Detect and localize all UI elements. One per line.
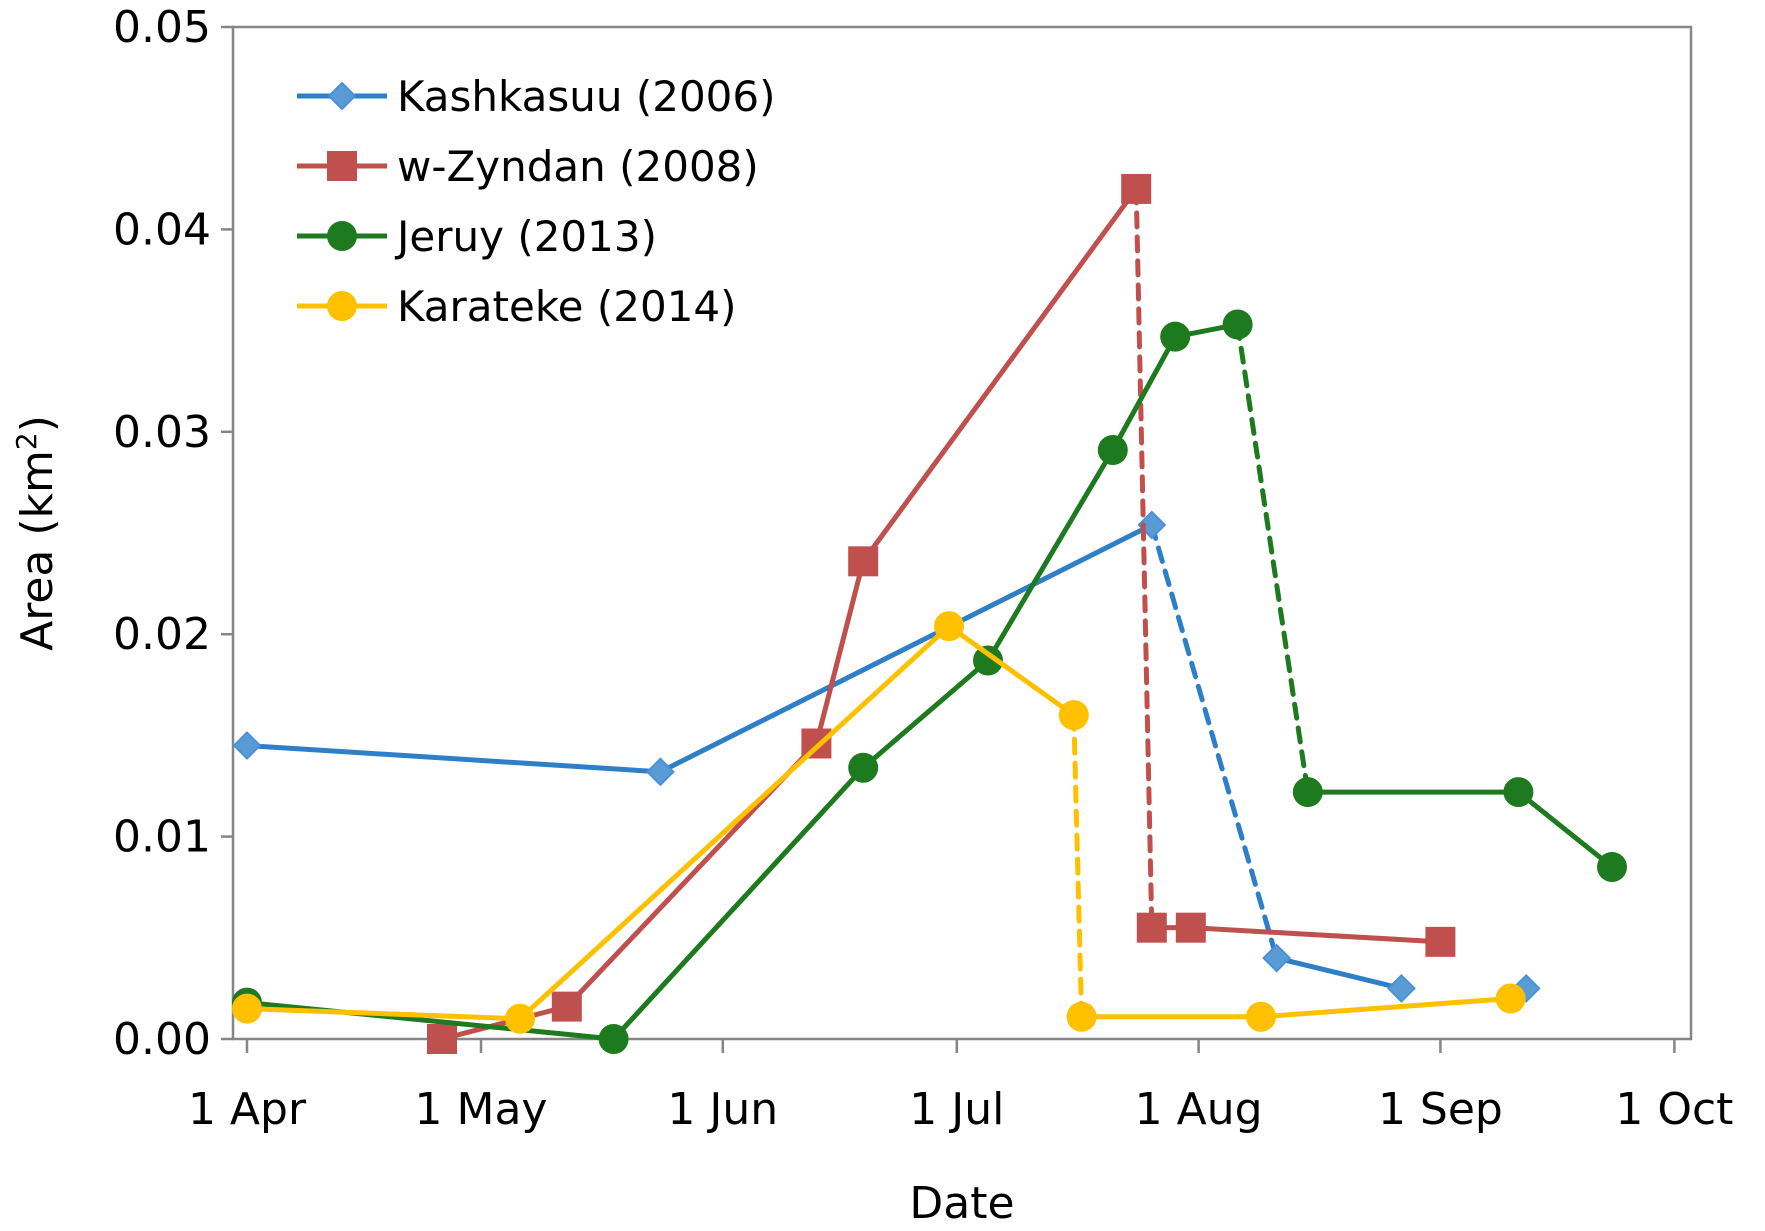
legend-marker (327, 151, 357, 181)
legend-label: Jeruy (2013) (394, 212, 657, 261)
series-line-segment (860, 186, 1139, 564)
data-point (1262, 943, 1292, 973)
y-tick-label: 0.01 (113, 812, 211, 863)
series-line-segment (244, 743, 663, 775)
plot-area-frame (231, 25, 1693, 1041)
series-line-segment (611, 765, 866, 1042)
series-line-segment (1188, 925, 1443, 945)
data-point (1425, 926, 1456, 957)
data-point (1136, 912, 1167, 943)
y-axis-title: Area (km2) (10, 415, 63, 651)
data-point (934, 611, 964, 642)
y-axis-title-superscript: 2 (10, 432, 43, 450)
legend: Kashkasuu (2006) w-Zyndan (2008) Jeruy (20… (297, 72, 776, 331)
y-axis-title-main: Area (km (12, 450, 63, 651)
x-tick-label: 1 Jun (667, 1084, 778, 1135)
series-3 (232, 611, 1526, 1034)
y-axis-title-end: ) (12, 415, 63, 432)
data-point (232, 731, 262, 760)
legend-item: Karateke (2014) (297, 282, 737, 331)
data-point (598, 1024, 629, 1054)
series-line-segment (860, 658, 991, 771)
y-tick-label: 0.04 (113, 204, 211, 255)
x-tick-label: 1 Oct (1615, 1084, 1733, 1135)
legend-item: Kashkasuu (2006) (297, 72, 776, 121)
series-line-segment (244, 1006, 523, 1022)
legend-item: Jeruy (2013) (297, 212, 657, 261)
data-point (1097, 435, 1128, 466)
legend-label: Karateke (2014) (397, 282, 737, 331)
series-dashed-segment (1071, 712, 1085, 1020)
series-line-segment (946, 623, 1077, 718)
x-tick-label: 1 Apr (188, 1084, 307, 1135)
series-line-segment (1274, 955, 1404, 991)
data-point (505, 1003, 535, 1034)
legend-marker (327, 291, 357, 321)
series-0 (232, 510, 1541, 1003)
series-line-segment (985, 447, 1116, 664)
y-axis-ticks: 0.00 0.01 0.02 0.03 0.04 0.05 (113, 2, 233, 1065)
x-tick-label: 1 Sep (1378, 1084, 1503, 1135)
data-point (1058, 700, 1089, 731)
y-tick-label: 0.05 (113, 2, 211, 53)
series-line-segment (657, 522, 1155, 775)
data-point (1597, 851, 1627, 882)
legend-label: Kashkasuu (2006) (397, 72, 776, 121)
data-point (232, 993, 262, 1024)
y-tick-label: 0.02 (113, 609, 211, 660)
series-dashed-segment (1133, 186, 1155, 931)
data-point (1292, 777, 1323, 808)
data-point (848, 752, 879, 783)
y-tick-label: 0.03 (113, 407, 211, 458)
series-line-segment (517, 623, 952, 1022)
legend-marker (327, 221, 357, 251)
data-point (427, 1024, 457, 1054)
data-point (1160, 321, 1191, 352)
data-point (645, 757, 675, 787)
data-point (1246, 1001, 1276, 1032)
data-point (848, 546, 879, 577)
series-layer (232, 173, 1627, 1054)
series-dashed-segment (1235, 322, 1311, 795)
series-line-segment (439, 1004, 570, 1042)
legend-item: w-Zyndan (2008) (297, 142, 759, 191)
data-point (1222, 309, 1253, 340)
y-tick-label: 0.00 (113, 1014, 211, 1065)
series-1 (427, 173, 1456, 1054)
legend-marker (327, 81, 357, 111)
data-point (1495, 983, 1526, 1014)
data-point (1503, 777, 1534, 808)
data-point (551, 991, 582, 1022)
x-tick-label: 1 Jul (909, 1084, 1004, 1135)
series-line-segment (1258, 996, 1514, 1020)
data-point (1121, 173, 1152, 204)
legend-label: w-Zyndan (2008) (397, 142, 759, 191)
data-point (973, 645, 1003, 676)
series-line-segment (1515, 789, 1615, 870)
x-axis-title: Date (909, 1178, 1014, 1229)
series-line-segment (1110, 334, 1178, 453)
x-tick-label: 1 May (415, 1084, 548, 1135)
x-tick-label: 1 Aug (1135, 1084, 1263, 1135)
data-point (1175, 912, 1206, 943)
x-axis-ticks: 1 Apr 1 May 1 Jun 1 Jul 1 Aug 1 Sep 1 Oct (188, 1039, 1733, 1135)
data-point (1066, 1001, 1097, 1032)
series-line-segment (813, 558, 866, 746)
data-point (1386, 973, 1416, 1003)
series-dashed-segment (1149, 522, 1280, 961)
